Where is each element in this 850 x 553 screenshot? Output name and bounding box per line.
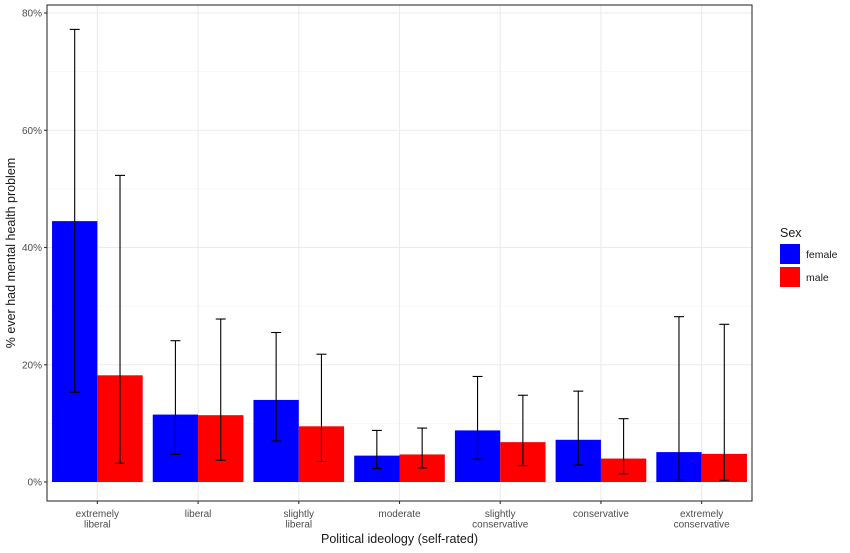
legend-key-male <box>780 267 800 287</box>
legend-label-female: female <box>806 249 838 261</box>
x-tick-label: slightly conservative <box>472 509 529 531</box>
x-tick-label-line: liberal <box>185 509 212 520</box>
y-axis-title: % ever had mental health problem <box>4 158 18 348</box>
x-tick-label: liberal <box>185 509 212 520</box>
x-axis-title: Political ideology (self-rated) <box>321 532 478 546</box>
error-bar-male-4 <box>517 394 528 467</box>
x-tick-label-line: slightly <box>485 509 516 520</box>
x-tick-label-line: moderate <box>378 509 421 520</box>
error-bar-female-2 <box>271 331 282 442</box>
x-tick-label-line: liberal <box>84 520 111 531</box>
legend-key-female <box>780 244 800 264</box>
error-bar-male-6 <box>719 323 730 481</box>
error-bar-male-5 <box>618 418 629 475</box>
error-bar-female-1 <box>170 340 181 455</box>
x-tick-label-line: conservative <box>674 520 731 531</box>
x-tick-label: slightly liberal <box>283 509 314 531</box>
y-tick-label: 60% <box>22 126 42 137</box>
error-bar-female-4 <box>472 375 483 460</box>
error-bar-female-3 <box>371 429 382 470</box>
x-tick-label: extremely liberal <box>76 509 119 531</box>
legend: Sex female male <box>780 226 838 287</box>
error-bar-male-1 <box>215 318 226 461</box>
error-bar-female-0 <box>69 28 80 393</box>
x-tick-label-line: extremely <box>76 509 119 520</box>
x-tick-label: extremely conservative <box>674 509 731 531</box>
x-tick-label-line: conservative <box>573 509 630 520</box>
error-bar-female-5 <box>573 390 584 466</box>
error-bar-male-3 <box>417 427 428 469</box>
error-bar-male-2 <box>316 353 327 463</box>
y-tick-label: 20% <box>22 360 42 371</box>
x-tick-label-line: liberal <box>285 520 312 531</box>
x-tick-label-line: conservative <box>472 520 529 531</box>
error-bar-male-0 <box>115 174 126 464</box>
x-tick-label: conservative <box>573 509 630 520</box>
y-tick-label: 80% <box>22 9 42 20</box>
y-tick-label: 0% <box>28 478 43 489</box>
x-tick-label: moderate <box>378 509 421 520</box>
legend-label-male: male <box>806 272 829 284</box>
legend-title: Sex <box>780 226 802 240</box>
error-bar-female-6 <box>673 316 684 481</box>
y-tick-label: 40% <box>22 243 42 254</box>
x-tick-label-line: extremely <box>680 509 723 520</box>
x-tick-label-line: slightly <box>283 509 314 520</box>
